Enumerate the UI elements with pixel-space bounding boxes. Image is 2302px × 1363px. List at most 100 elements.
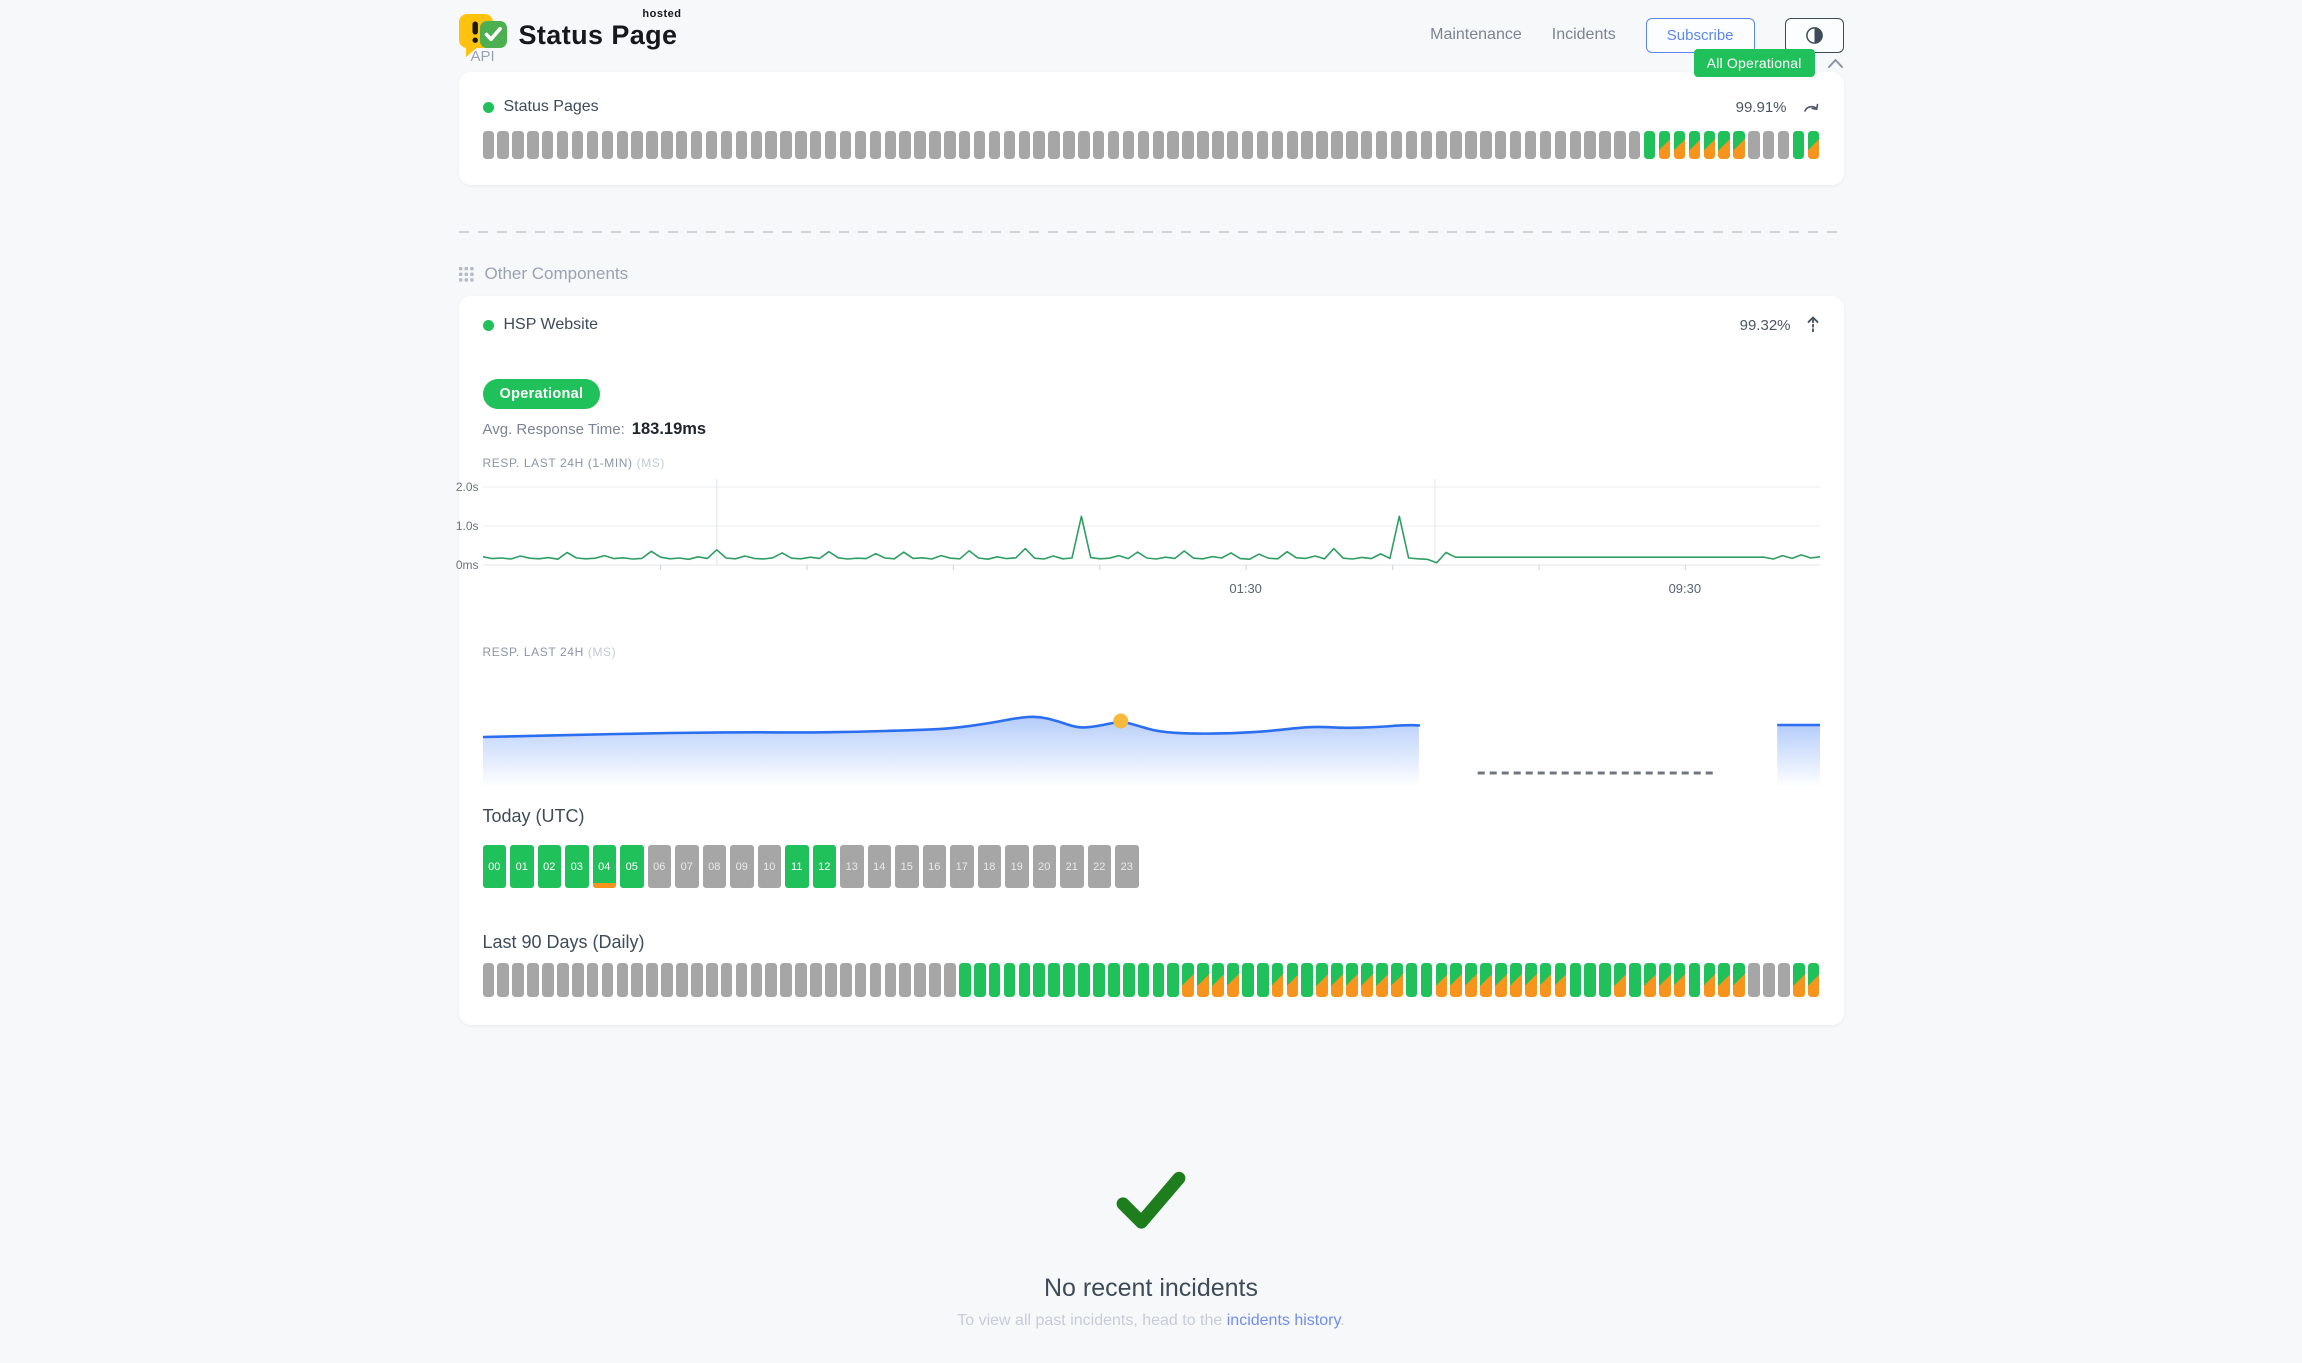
subscribe-button[interactable]: Subscribe [1645,17,1755,53]
uptime-bar [899,131,911,159]
day-block [1718,963,1731,997]
hour-block-12: 12 [812,845,836,888]
day-block [1033,963,1046,997]
uptime-bar [839,131,852,159]
day-block [765,963,778,997]
component-row-status-pages[interactable]: Status Pages 99.91% [482,98,1820,116]
hour-block-06: 06 [647,845,671,888]
brand-logo[interactable]: hosted Status Page [458,8,681,58]
avg-response-time: Avg. Response Time: 183.19ms [482,420,707,438]
uptime-bar [1465,131,1477,159]
uptime-bar [1658,131,1671,159]
day-block [1182,963,1195,997]
uptime-bar [824,131,837,159]
day-block [1658,963,1671,997]
section-title-api: API [470,48,495,65]
uptime-bar [661,131,673,159]
nav-link-maintenance[interactable]: Maintenance [1430,26,1522,43]
day-block [1018,963,1031,997]
day-block [1748,963,1760,997]
uptime-bar [750,131,762,159]
status-dot [482,101,494,113]
uptime-bar [1718,131,1730,159]
chevron-up-icon[interactable] [1827,58,1844,69]
incidents-footer: No recent incidents To view all past inc… [459,1163,1844,1330]
component-status-badge: Operational [482,379,601,409]
uptime-bar [586,131,599,159]
uptime-bar [690,131,703,159]
day-block [839,963,852,997]
uptime-bar [1197,131,1209,159]
hour-block-08: 08 [702,845,726,888]
hour-block-20: 20 [1032,845,1056,888]
all-operational-badge[interactable]: All Operational [1693,49,1815,77]
uptime-bar [705,131,718,159]
header: hosted Status Page Maintenance Incidents … [458,0,1844,58]
uptime-bar [765,131,777,159]
hsp-website-card: HSP Website 99.32% Operational Avg. Resp… [456,296,1844,1025]
y-axis-label: 1.0s [455,519,479,533]
uptime-bar [1227,131,1239,159]
hour-block-04: 04 [592,845,616,888]
hour-block-07: 07 [675,845,699,888]
day-block [824,963,837,997]
uptime-bar [512,131,524,159]
theme-toggle-button[interactable] [1784,17,1844,53]
day-block [1420,963,1433,997]
uptime-bar [497,131,509,159]
nav-link-incidents[interactable]: Incidents [1551,26,1616,43]
day-block [1629,963,1641,997]
big-check-icon [1116,1171,1186,1229]
day-block [1480,963,1492,997]
check-icon [484,27,502,42]
day-block [1331,963,1343,997]
day-block [1465,963,1477,997]
day-block [527,963,539,997]
day-block [1256,963,1269,997]
uptime-bar [854,131,867,159]
dashed-separator [458,231,1844,233]
day-block [1450,963,1463,997]
uptime-bar [1033,131,1045,159]
no-incidents-heading: No recent incidents [1043,1274,1258,1302]
day-block [705,963,718,997]
day-block [1167,963,1180,997]
day-block [1241,963,1254,997]
day-block [512,963,524,997]
uptime-bar [527,131,539,159]
day-block [1539,963,1552,997]
today-title: Today (UTC) [482,806,585,826]
uptime-bar [1316,131,1328,159]
day-block [1375,963,1388,997]
day-block [988,963,1001,997]
day-block [884,963,897,997]
uptime-bar [1405,131,1418,159]
refresh-icon[interactable] [1802,100,1820,114]
uptime-bar [601,131,614,159]
day-block [973,963,986,997]
day-block [869,963,882,997]
chart1-label: RESP. LAST 24H (1-MIN) (MS) [482,456,666,470]
uptime-bar [1286,131,1298,159]
uptime-percentage: 99.91% [1735,98,1787,116]
exclamation-icon [472,21,478,35]
uptime-bar [1078,131,1090,159]
uptime-bar [973,131,986,159]
chart2-label: RESP. LAST 24H (MS) [482,645,617,659]
uptime-bar [482,131,494,159]
header-nav: Maintenance Incidents Subscribe [1430,17,1844,53]
uptime-bar [1495,131,1507,159]
day-block [1614,963,1626,997]
incidents-history-link[interactable]: incidents history [1226,1312,1341,1329]
section-title-other-components: Other Components [458,264,1844,284]
uptime-bar [1524,131,1537,159]
hour-block-00: 00 [482,845,506,888]
day-block [899,963,912,997]
uptime-bar [1137,131,1150,159]
component-row-hsp-website[interactable]: HSP Website 99.32% [482,316,1820,334]
hour-block-22: 22 [1087,845,1111,888]
hour-block-15: 15 [895,845,919,888]
brand-logo-icon [458,14,507,57]
day-block [1495,963,1507,997]
day-block [601,963,614,997]
